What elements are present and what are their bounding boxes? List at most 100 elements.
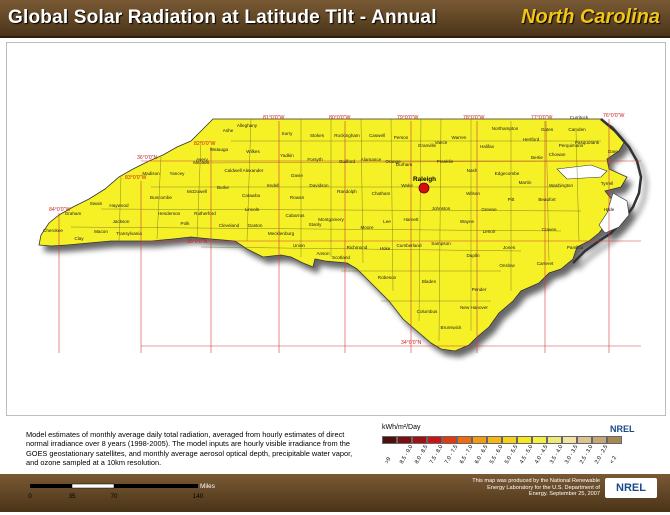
county-label: Brunswick — [441, 325, 463, 330]
legend-range-label: < 2 — [609, 455, 619, 465]
county-label: Burke — [217, 185, 229, 190]
county-label: Davie — [291, 173, 303, 178]
map-frame: 84°0'0"W 83°0'0"W 82°0'0"W 81°0'0"W 80°0'0"W… — [6, 42, 666, 416]
scale-ticks: 0 35 70 140 — [28, 493, 204, 500]
county-label: Granville — [418, 143, 437, 148]
state-name: North Carolina — [521, 6, 660, 28]
county-label: Avery — [196, 157, 208, 162]
legend-swatch — [382, 436, 397, 444]
description-text: Model estimates of monthly average daily… — [26, 430, 353, 468]
header-bar: Global Solar Radiation at Latitude Tilt … — [0, 0, 670, 38]
county-label: Washington — [549, 183, 574, 188]
footer-bar — [0, 474, 670, 512]
county-label: Richmond — [347, 245, 368, 250]
legend-swatch — [577, 436, 592, 444]
county-label: Guilford — [339, 159, 356, 164]
legend-swatches — [382, 436, 622, 444]
county-label: Lenoir — [483, 229, 496, 234]
county-label: Caswell — [369, 133, 385, 138]
legend-swatch — [517, 436, 532, 444]
county-label: Transylvania — [116, 231, 142, 236]
county-label: Orange — [385, 159, 401, 164]
county-label: Cumberland — [396, 243, 421, 248]
longitude-label: 76°0'0"W — [603, 113, 624, 119]
county-label: Forsyth — [307, 157, 323, 162]
county-label: Franklin — [437, 159, 454, 164]
county-label: Halifax — [480, 144, 495, 149]
county-label: Scotland — [332, 255, 350, 260]
county-label: Greene — [481, 207, 497, 212]
county-label: Cleveland — [219, 223, 240, 228]
county-label: Lee — [383, 219, 391, 224]
legend-swatch — [502, 436, 517, 444]
county-label: Surry — [282, 131, 294, 136]
county-label: Caldwell — [224, 168, 241, 173]
county-label: Craven — [542, 227, 557, 232]
legend-swatch — [592, 436, 607, 444]
county-label: Hoke — [380, 246, 391, 251]
county-label: Clay — [74, 236, 84, 241]
county-label: Iredell — [267, 183, 280, 188]
county-label: Graham — [65, 211, 82, 216]
state-map: 84°0'0"W 83°0'0"W 82°0'0"W 81°0'0"W 80°0'0"W… — [38, 113, 643, 353]
longitude-label: 84°0'0"W — [49, 207, 70, 213]
county-label: Nash — [467, 168, 478, 173]
legend-title: kWh/m²/Day — [382, 424, 421, 431]
legend-swatch — [532, 436, 547, 444]
county-label: Randolph — [337, 189, 357, 194]
county-label: Alexander — [243, 168, 264, 173]
scale-unit: Miles — [200, 483, 215, 490]
raleigh-marker[interactable]: Raleigh — [413, 176, 436, 194]
county-label: Cherokee — [43, 228, 63, 233]
legend-swatch — [427, 436, 442, 444]
county-label: McDowell — [187, 189, 207, 194]
county-label: Rockingham — [334, 133, 360, 138]
county-label: Mecklenburg — [268, 231, 295, 236]
legend: kWh/m²/Day NREL >9 8.5 - 9.0 8.0 - 8.5 7.5 … — [382, 424, 654, 474]
county-label: Vance — [435, 140, 448, 145]
county-label: Columbus — [417, 309, 438, 314]
legend-swatch — [397, 436, 412, 444]
county-label: Edgecombe — [495, 171, 520, 176]
county-label: Henderson — [158, 211, 181, 216]
legend-swatch — [412, 436, 427, 444]
county-label: Anson — [316, 251, 329, 256]
county-label: Jones — [503, 245, 516, 250]
longitude-label: 77°0'0"W — [531, 115, 552, 121]
scale-tick-label: 140 — [193, 493, 204, 500]
county-label: Rutherford — [194, 211, 216, 216]
graticule-lines — [58, 119, 641, 353]
nrel-logo-footer: NREL — [605, 478, 657, 498]
nrel-logo: NREL — [610, 424, 635, 434]
county-label: Haywood — [109, 203, 129, 208]
pamlico-sound — [598, 192, 630, 234]
county-label: Pender — [472, 287, 487, 292]
county-label: Gates — [541, 127, 554, 132]
county-label: Durham — [396, 162, 413, 167]
longitude-label: 78°0'0"W — [463, 115, 484, 121]
county-label: Catawba — [242, 193, 261, 198]
county-label: Pamlico — [567, 245, 584, 250]
county-label: Stokes — [310, 133, 325, 138]
latitude-label: 34°0'0"N — [401, 340, 421, 346]
county-label: Mitchell — [193, 160, 209, 165]
county-label: Stanly — [309, 222, 322, 227]
albemarle-sound — [556, 164, 608, 180]
county-label: Tyrrell — [601, 181, 614, 186]
county-label: Perquimans — [559, 143, 584, 148]
latitude-label: 35°0'0"N — [187, 239, 207, 245]
legend-swatch — [562, 436, 577, 444]
county-label: Davidson — [309, 183, 329, 188]
county-label: Rowan — [290, 195, 305, 200]
scale-tick-label: 0 — [28, 493, 32, 500]
latitude-label: 36°0'0"N — [137, 155, 157, 161]
county-label: Wilkes — [246, 149, 260, 154]
county-label: Pitt — [508, 197, 515, 202]
county-label: Chowan — [549, 152, 566, 157]
county-label: Lincoln — [245, 207, 260, 212]
county-label: Wake — [401, 183, 413, 188]
county-boundaries — [70, 118, 601, 342]
county-label: Yadkin — [280, 153, 294, 158]
scale-tick-label: 70 — [110, 493, 118, 500]
longitude-label: 83°0'0"W — [125, 175, 146, 181]
